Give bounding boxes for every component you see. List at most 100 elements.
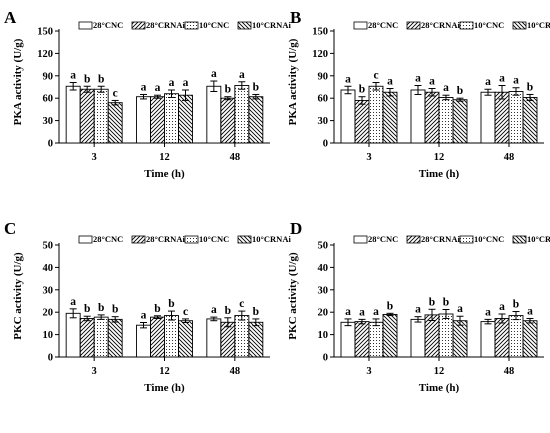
y-tick-label: 0 [323, 353, 328, 364]
significance-letter: a [239, 69, 245, 81]
bar-2-12 [424, 314, 440, 358]
significance-letter: b [225, 305, 231, 317]
bar-3-12 [164, 93, 179, 144]
y-tick-label: 60 [43, 94, 54, 105]
significance-letter: c [239, 298, 244, 310]
y-tick-label: 40 [318, 263, 329, 274]
bar-3-3 [93, 316, 109, 358]
panel-label: D [290, 219, 302, 238]
significance-letter: a [415, 73, 421, 85]
bar-2-48 [220, 97, 236, 144]
legend-label: 10°CRNAi [527, 20, 550, 30]
legend-swatch [237, 235, 252, 244]
bar-1-48 [480, 91, 496, 144]
bar-4-3 [382, 91, 398, 144]
significance-letter: a [141, 310, 147, 322]
significance-letter: b [443, 297, 449, 309]
bar-3-48 [508, 315, 524, 358]
x-tick-label: 3 [366, 366, 371, 377]
significance-letter: a [387, 75, 393, 87]
x-tick-label: 12 [159, 366, 170, 377]
significance-letter: a [443, 82, 449, 94]
legend: 28°CNC 28°CRNAi 10°CNC 10°CRNAi [78, 234, 291, 244]
significance-letter: b [387, 300, 393, 312]
bar-4-3 [382, 313, 398, 358]
bar-2-12 [150, 96, 165, 144]
significance-letter: a [183, 77, 189, 89]
legend-label: 10°CNC [474, 234, 504, 244]
y-axis-title: PKC activity (U/g) [12, 252, 24, 340]
bar-1-12 [136, 324, 151, 358]
legend-label: 28°CNC [368, 234, 398, 244]
significance-letter: a [211, 304, 217, 316]
panel-label: B [290, 8, 301, 27]
bar-1-12 [136, 96, 151, 144]
bar-3-48 [234, 315, 250, 358]
significance-letter: a [485, 76, 491, 88]
y-tick-label: 150 [312, 27, 328, 38]
bar-1-3 [340, 321, 356, 358]
bar-4-12 [178, 94, 193, 144]
bar-4-48 [522, 320, 538, 358]
legend-swatch [512, 21, 527, 30]
significance-letter: b [84, 303, 90, 315]
bar-3-3 [368, 85, 384, 144]
legend-swatch [459, 235, 474, 244]
significance-letter: a [485, 306, 491, 318]
x-axis-title: Time (h) [419, 382, 460, 394]
y-tick-label: 0 [323, 139, 328, 150]
legend-swatch [353, 21, 368, 30]
bar-2-48 [494, 318, 510, 358]
significance-letter: a [415, 304, 421, 316]
significance-letter: a [513, 75, 519, 87]
significance-letter: a [457, 303, 463, 315]
y-axis-title: PKC activity (U/g) [287, 252, 299, 340]
bar-1-3 [340, 89, 356, 144]
significance-letter: b [429, 296, 435, 308]
y-tick-label: 150 [37, 27, 53, 38]
y-axis-title: PKA activity (U/g) [12, 38, 24, 125]
bar-2-3 [79, 318, 95, 358]
legend-label: 28°CNC [93, 234, 123, 244]
bar-3-3 [93, 88, 109, 144]
legend-label: 28°CNC [368, 20, 398, 30]
y-tick-label: 30 [318, 285, 329, 296]
y-tick-label: 20 [318, 308, 329, 319]
legend-label: 28°CRNAi [146, 20, 185, 30]
y-tick-label: 30 [318, 116, 329, 127]
y-tick-label: 60 [318, 94, 329, 105]
legend-label: 10°CNC [199, 20, 229, 30]
y-tick-label: 40 [43, 263, 54, 274]
significance-letter: c [183, 306, 188, 318]
x-tick-label: 12 [434, 152, 445, 163]
panel-label: A [4, 8, 17, 27]
y-tick-label: 120 [312, 49, 328, 60]
x-tick-label: 48 [504, 152, 515, 163]
significance-letter: a [141, 81, 147, 93]
significance-letter: b [112, 304, 118, 316]
panel-label: C [4, 219, 16, 238]
bar-2-48 [494, 91, 510, 144]
significance-letter: a [429, 75, 435, 87]
legend-swatch [131, 21, 146, 30]
x-axis-title: Time (h) [419, 168, 460, 180]
y-tick-label: 0 [48, 139, 53, 150]
legend: 28°CNC 28°CRNAi 10°CNC 10°CRNAi [353, 20, 550, 30]
x-tick-label: 12 [434, 366, 445, 377]
bar-1-48 [206, 85, 222, 144]
bar-3-12 [438, 313, 454, 358]
bar-1-3 [65, 312, 81, 358]
significance-letter: b [84, 73, 90, 85]
significance-letter: c [373, 70, 378, 82]
x-tick-label: 3 [92, 366, 97, 377]
significance-letter: b [253, 81, 259, 93]
legend-label: 28°CNC [93, 20, 123, 30]
legend-swatch [406, 21, 421, 30]
legend-swatch [184, 235, 199, 244]
y-tick-label: 50 [318, 241, 329, 252]
y-tick-label: 120 [37, 49, 53, 60]
y-axis-title: PKA activity (U/g) [287, 38, 299, 125]
significance-letter: a [345, 306, 351, 318]
y-tick-label: 50 [43, 241, 54, 252]
y-tick-label: 10 [318, 330, 329, 341]
